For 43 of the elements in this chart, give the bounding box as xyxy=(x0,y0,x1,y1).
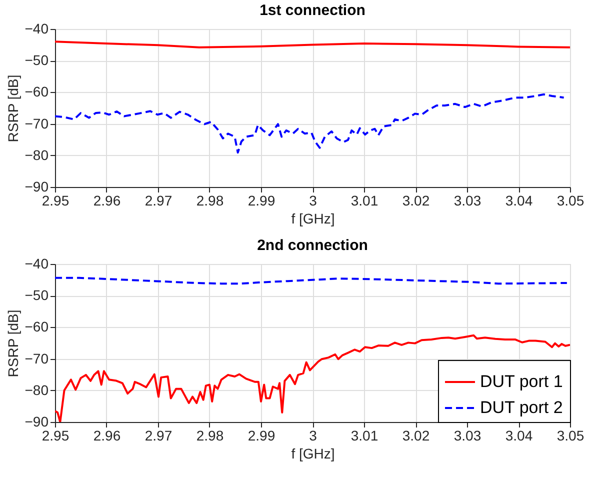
legend-label: DUT port 1 xyxy=(480,372,563,391)
y-tick-label: −60 xyxy=(24,84,49,100)
y-tick-label: −90 xyxy=(24,414,49,430)
y-tick-label: −50 xyxy=(24,287,49,304)
y-tick-label: −40 xyxy=(24,256,49,272)
x-tick-label: 3.02 xyxy=(402,428,430,444)
y-tick-label: −80 xyxy=(24,382,49,398)
x-tick-label: 3 xyxy=(309,428,318,444)
y-tick-label: −80 xyxy=(24,146,49,163)
x-axis-title: f [GHz] xyxy=(291,446,335,462)
line-series xyxy=(55,93,565,154)
chart-title: 1st connection xyxy=(260,2,366,19)
x-tick-label: 3.04 xyxy=(505,428,533,444)
y-tick-label: −70 xyxy=(24,115,49,132)
x-tick-label: 2.95 xyxy=(42,428,70,444)
x-tick-label: 2.99 xyxy=(248,192,276,208)
y-tick-label: −50 xyxy=(24,52,49,68)
y-tick-label: −40 xyxy=(24,20,49,36)
x-axis-title: f [GHz] xyxy=(291,210,335,226)
x-tick-label: 2.99 xyxy=(248,428,276,444)
x-tick-label: 3.03 xyxy=(454,428,482,444)
y-axis-title: RSRP [dB] xyxy=(4,310,21,378)
x-tick-label: 2.96 xyxy=(93,192,121,208)
y-tick-label: −90 xyxy=(24,178,49,194)
x-tick-label: 3.02 xyxy=(402,192,430,208)
x-tick-label: 3.04 xyxy=(505,192,533,208)
x-tick-label: 2.97 xyxy=(144,192,172,208)
y-tick-label: −70 xyxy=(24,350,49,366)
y-tick-label: −60 xyxy=(24,318,49,335)
x-tick-label: 2.96 xyxy=(93,428,121,444)
x-tick-label: 3.03 xyxy=(454,192,482,208)
x-tick-label: 3 xyxy=(309,192,318,208)
x-tick-label: 2.98 xyxy=(196,192,224,208)
y-axis-title: RSRP [dB] xyxy=(4,74,21,142)
x-tick-label: 2.95 xyxy=(42,192,70,208)
x-tick-label: 2.98 xyxy=(196,428,224,444)
x-tick-label: 3.05 xyxy=(556,428,584,444)
legend-label: DUT port 2 xyxy=(480,398,563,417)
x-tick-label: 3.01 xyxy=(350,192,378,208)
chart-title: 2nd connection xyxy=(257,237,368,254)
x-tick-label: 3.01 xyxy=(350,428,378,444)
x-tick-label: 3.05 xyxy=(556,192,584,208)
x-tick-label: 2.97 xyxy=(144,428,172,444)
